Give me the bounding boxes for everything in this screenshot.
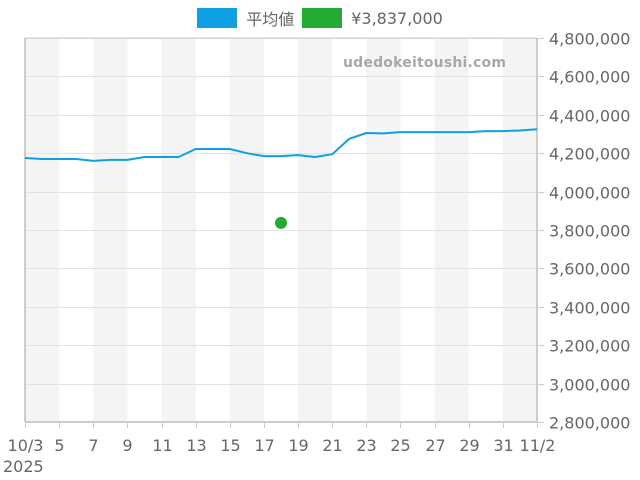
x-tick-label: 9 [122, 436, 132, 455]
x-tick-label: 21 [322, 436, 342, 455]
x-tick-label: 15 [220, 436, 240, 455]
x-axis-year-label: 2025 [3, 457, 44, 476]
x-tick-label: 13 [186, 436, 206, 455]
chart-legend: 平均値 ¥3,837,000 [0, 7, 640, 29]
x-tick-label: 11 [152, 436, 172, 455]
y-tick-label: 4,600,000 [549, 68, 630, 87]
legend-swatch-current-price [302, 8, 343, 28]
x-tick-label: 27 [425, 436, 445, 455]
x-tick-label: 29 [459, 436, 479, 455]
legend-item-current-price[interactable]: ¥3,837,000 [302, 8, 443, 28]
y-tick-label: 3,800,000 [549, 222, 630, 241]
y-tick-label: 3,400,000 [549, 299, 630, 318]
y-tick-label: 2,800,000 [549, 414, 630, 433]
x-tick-label: 23 [356, 436, 376, 455]
watermark: udedokeitoushi.com [343, 55, 507, 71]
x-tick-label: 11/2 [520, 436, 556, 455]
y-tick-label: 4,800,000 [549, 30, 630, 49]
legend-label-average: 平均値 [246, 10, 295, 29]
average-price-line[interactable] [24, 128, 538, 162]
current-price-point[interactable] [275, 216, 287, 229]
y-tick-label: 4,000,000 [549, 184, 630, 203]
x-tick-label: 17 [254, 436, 274, 455]
y-tick-label: 4,200,000 [549, 145, 630, 164]
y-tick-label: 3,200,000 [549, 337, 630, 356]
legend-label-current-price: ¥3,837,000 [351, 8, 443, 28]
x-tick-label: 10/3 [8, 436, 44, 455]
legend-item-average[interactable]: 平均値 [197, 6, 294, 30]
x-tick-label: 7 [88, 436, 98, 455]
legend-swatch-average [197, 8, 238, 28]
x-tick-label: 31 [493, 436, 513, 455]
y-tick-label: 4,400,000 [549, 107, 630, 126]
y-tick-label: 3,000,000 [549, 376, 630, 395]
x-tick-label: 25 [390, 436, 410, 455]
y-tick-label: 3,600,000 [549, 260, 630, 279]
x-tick-label: 5 [54, 436, 64, 455]
x-tick-label: 19 [288, 436, 308, 455]
y-axis-ticks: 4,800,000 4,600,000 4,400,000 4,200,000 4,00… [537, 30, 630, 433]
x-axis-ticks: 10/3 5 7 9 11 13 15 17 19 21 23 25 27 29 31 11/2 [8, 422, 556, 455]
